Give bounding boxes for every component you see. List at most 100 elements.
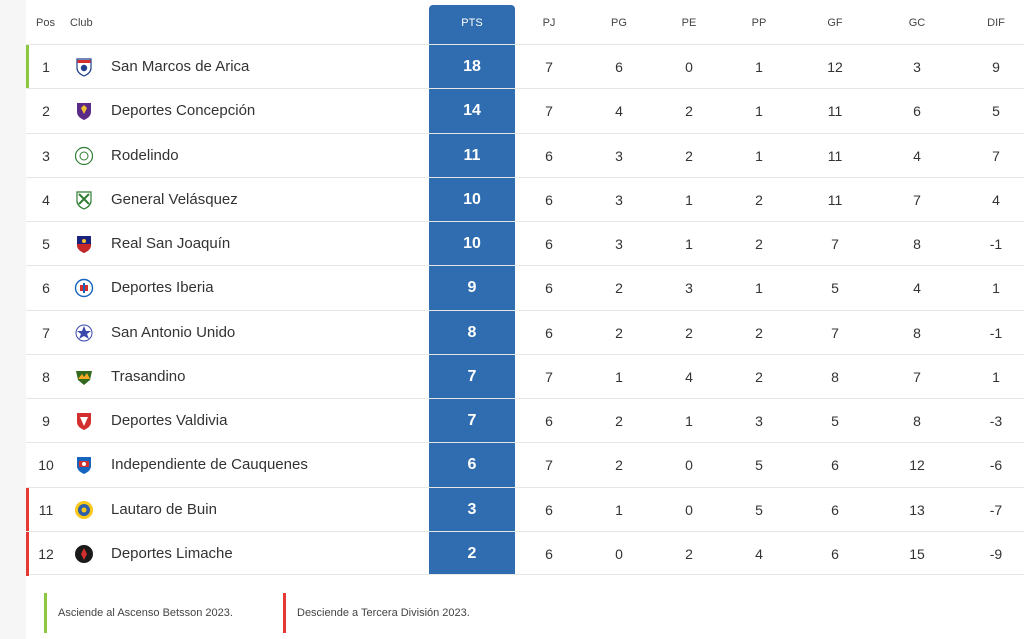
standings-card (26, 0, 1024, 639)
cauquenes-crest-icon (74, 455, 94, 475)
gf-cell: 7 (831, 236, 839, 252)
position-cell: 1 (42, 59, 50, 75)
pj-cell: 6 (545, 324, 553, 341)
dif-cell: 1 (992, 280, 1000, 297)
club-name[interactable]: San Antonio Unido (111, 323, 236, 341)
pg-cell: 2 (615, 413, 623, 429)
table-row[interactable]: 4 General Velásquez 10 6 3 1 2 11 7 4 (26, 176, 1024, 221)
club-name[interactable]: Lautaro de Buin (111, 500, 217, 518)
points-cell: 9 (467, 279, 477, 297)
club-name[interactable]: Trasandino (111, 367, 186, 385)
gc-cell: 13 (909, 501, 925, 518)
header-pos[interactable]: Pos (36, 17, 55, 29)
table-row[interactable]: 3 Rodelindo 11 6 3 2 1 11 4 7 (26, 132, 1024, 177)
club-name[interactable]: San Marcos de Arica (111, 58, 250, 75)
club-name[interactable]: Rodelindo (111, 146, 179, 164)
pg-cell: 2 (615, 457, 623, 474)
gf-cell: 5 (831, 280, 839, 297)
club-name[interactable]: Deportes Concepción (111, 102, 256, 120)
pp-cell: 5 (755, 457, 763, 474)
dif-cell: -1 (989, 324, 1003, 341)
pe-cell: 2 (685, 147, 693, 164)
club-name[interactable]: Deportes Limache (111, 544, 233, 562)
gf-cell: 7 (831, 324, 839, 341)
dif-cell: -3 (989, 413, 1003, 429)
table-row[interactable]: 5 Real San Joaquín 10 6 3 1 2 7 8 -1 (26, 221, 1024, 265)
pg-cell: 2 (615, 324, 623, 341)
pp-cell: 2 (755, 191, 763, 208)
club-name[interactable]: Real San Joaquín (111, 235, 231, 252)
position-cell: 11 (38, 501, 54, 518)
pp-cell: 3 (755, 413, 763, 429)
club-name[interactable]: General Velásquez (111, 190, 238, 208)
table-row[interactable]: 11 Lautaro de Buin 3 6 1 0 5 6 13 -7 (26, 486, 1024, 532)
gc-cell: 3 (913, 59, 921, 75)
table-row[interactable]: 2 Deportes Concepción 14 7 4 2 1 11 6 5 (26, 88, 1024, 132)
club-name[interactable]: Independiente de Cauquenes (111, 456, 308, 474)
pg-cell: 3 (615, 191, 623, 208)
position-cell: 2 (42, 103, 50, 120)
gc-cell: 15 (909, 545, 925, 562)
points-cell: 11 (463, 146, 481, 164)
trasandino-crest-icon (74, 367, 94, 387)
header-pg[interactable]: PG (611, 17, 627, 29)
legend-promotion-text: Asciende al Ascenso Betsson 2023. (58, 607, 233, 619)
pe-cell: 1 (685, 236, 693, 252)
header-dif[interactable]: DIF (987, 17, 1005, 29)
pe-cell: 0 (685, 501, 693, 518)
table-row[interactable]: 6 Deportes Iberia 9 6 2 3 1 5 4 1 (26, 265, 1024, 309)
pp-cell: 4 (755, 545, 763, 562)
pj-cell: 7 (545, 457, 553, 474)
pg-cell: 1 (615, 501, 623, 518)
gc-cell: 7 (913, 191, 921, 208)
iberia-crest-icon (74, 278, 94, 298)
pj-cell: 6 (545, 147, 553, 164)
header-pts[interactable]: PTS (429, 5, 515, 44)
pe-cell: 0 (685, 59, 693, 75)
table-row[interactable]: 12 Deportes Limache 2 6 0 2 4 6 15 -9 (26, 530, 1024, 576)
pj-cell: 7 (545, 59, 553, 75)
gf-cell: 8 (831, 368, 839, 385)
table-header: Pos Club PTS PJ PG PE PP GF GC DIF (26, 0, 1024, 44)
table-row[interactable]: 1 San Marcos de Arica 18 7 6 0 1 12 3 9 (26, 44, 1024, 89)
pg-cell: 6 (615, 59, 623, 75)
pj-cell: 6 (545, 191, 553, 208)
header-pj[interactable]: PJ (542, 17, 556, 29)
header-pe[interactable]: PE (681, 17, 697, 29)
points-cell: 3 (467, 500, 477, 518)
concepcion-crest-icon (74, 101, 94, 121)
points-cell: 7 (467, 367, 477, 385)
table-row[interactable]: 9 Deportes Valdivia 7 6 2 1 3 5 8 -3 (26, 398, 1024, 442)
pj-cell: 6 (545, 280, 553, 297)
rodelindo-crest-icon (74, 146, 94, 166)
table-row[interactable]: 10 Independiente de Cauquenes 6 7 2 0 5 6 12 -6 (26, 442, 1024, 486)
gc-cell: 4 (913, 147, 921, 164)
header-pp[interactable]: PP (751, 17, 767, 29)
header-gf[interactable]: GF (827, 17, 843, 29)
gc-cell: 8 (913, 324, 921, 341)
pj-cell: 7 (545, 103, 553, 120)
pe-cell: 4 (685, 368, 693, 385)
legend-relegation-text: Desciende a Tercera División 2023. (297, 607, 470, 619)
gc-cell: 7 (913, 368, 921, 385)
gf-cell: 6 (831, 501, 839, 518)
header-club[interactable]: Club (70, 17, 93, 29)
relegation-marker (26, 487, 29, 532)
limache-crest-icon (74, 544, 94, 564)
pe-cell: 2 (685, 545, 693, 562)
gf-cell: 11 (827, 103, 843, 120)
position-cell: 9 (42, 413, 50, 429)
pj-cell: 6 (545, 236, 553, 252)
pe-cell: 2 (685, 324, 693, 341)
header-gc[interactable]: GC (908, 17, 926, 29)
table-row[interactable]: 8 Trasandino 7 7 1 4 2 8 7 1 (26, 353, 1024, 398)
position-cell: 12 (38, 545, 54, 562)
gf-cell: 12 (827, 59, 843, 75)
table-row[interactable]: 7 San Antonio Unido 8 6 2 2 2 7 8 -1 (26, 309, 1024, 354)
dif-cell: -6 (989, 457, 1003, 474)
position-cell: 7 (42, 324, 50, 341)
real-san-joaquin-crest-icon (74, 234, 94, 254)
gc-cell: 4 (913, 280, 921, 297)
club-name[interactable]: Deportes Valdivia (111, 412, 228, 429)
club-name[interactable]: Deportes Iberia (111, 279, 214, 297)
